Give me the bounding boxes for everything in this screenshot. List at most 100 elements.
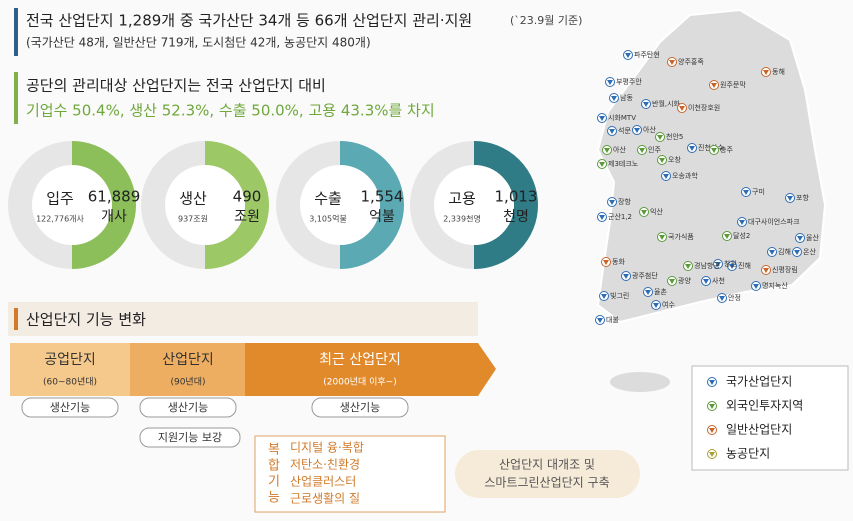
pin-label: 광양 — [678, 277, 691, 285]
pin-label: 명지녹산 — [762, 281, 788, 290]
complex-item: 산업클러스터 — [290, 475, 356, 489]
map-pin — [599, 215, 605, 220]
header-subtitle: (국가산단 48개, 일반산단 719개, 도시첨단 42개, 농공단지 480… — [26, 36, 371, 50]
complex-box — [254, 435, 446, 513]
pin-label: 사천 — [712, 276, 725, 285]
map-pin — [603, 260, 609, 265]
map-pin — [625, 53, 631, 58]
map-pin — [743, 190, 749, 195]
stage-period: (2000년대 이후~) — [323, 377, 396, 388]
map-pin — [653, 303, 659, 308]
map-pin — [794, 250, 800, 255]
support-label: 지원기능 보강 — [158, 431, 222, 444]
donut-label: 생산 — [179, 190, 207, 208]
donut-arc — [71, 141, 136, 269]
stage-name: 산업단지 — [162, 352, 214, 368]
pin-label: 안정 — [728, 293, 741, 302]
section-band — [8, 302, 478, 336]
function-label: 생산기능 — [340, 401, 380, 414]
donut-value: 61,889 — [88, 188, 141, 206]
header-bar — [14, 8, 18, 56]
map-pin — [611, 96, 617, 101]
function-label: 생산기능 — [50, 401, 90, 414]
stage-band — [130, 343, 245, 396]
pin-label: 군산1,2 — [608, 212, 632, 221]
pin-label: 김해 — [778, 247, 791, 256]
complex-label: 복합기능 — [265, 442, 280, 506]
map-pin — [679, 106, 685, 111]
summary-line1: 공단의 관리대상 산업단지는 전국 산업단지 대비 — [26, 77, 326, 95]
donut-arc — [473, 141, 538, 269]
pin-label: 대불 — [606, 315, 619, 324]
map-pin — [703, 279, 709, 284]
map-pin — [763, 268, 769, 273]
pin-label: 석문 — [618, 126, 631, 135]
legend-icon — [709, 428, 715, 433]
pin-label: 장항 — [618, 197, 631, 206]
donut-total: 2,339천명 — [443, 214, 481, 224]
pin-label: 빛그린 — [610, 291, 629, 300]
result-line: 산업단지 대개조 및 — [499, 458, 595, 472]
map-pin — [689, 146, 695, 151]
function-pill — [21, 397, 119, 418]
summary-line2: 기업수 50.4%, 생산 52.3%, 수출 50.0%, 고용 43.3%를… — [26, 102, 435, 120]
pin-label: 오창 — [668, 156, 681, 164]
function-pill — [139, 397, 237, 418]
map-pin — [643, 102, 649, 107]
result-line: 스마트그린산업단지 구축 — [484, 476, 609, 490]
donut-total: 937조원 — [178, 215, 208, 224]
pin-label: 포항 — [796, 193, 809, 202]
pin-label: 아산 — [643, 125, 656, 134]
donut-inner — [434, 165, 514, 245]
pin-label: 신평장림 — [772, 265, 798, 274]
complex-item: 근로생활의 질 — [290, 492, 360, 506]
stage-band — [245, 343, 496, 396]
map-pin — [609, 129, 615, 134]
pin-label: 익산 — [650, 207, 663, 216]
legend-icon — [709, 452, 715, 457]
donut-inner — [32, 165, 112, 245]
pin-label: 부평주안 — [616, 77, 642, 86]
map-pin — [645, 290, 651, 295]
map-pin — [669, 279, 675, 284]
map-pin — [724, 234, 730, 239]
donut-value: 490 — [233, 188, 262, 206]
header-title: 전국 산업단지 1,289개 중 국가산단 34개 등 66개 산업단지 관리·… — [26, 12, 472, 30]
stage-period: (60~80년대) — [43, 377, 97, 388]
pin-label: 달성2 — [733, 231, 750, 240]
pin-label: 이천장호원 — [688, 103, 720, 112]
pin-label: 동화 — [612, 258, 625, 266]
map-pin — [601, 294, 607, 299]
pin-label: 파주탄현 — [634, 50, 660, 59]
map-pin — [641, 210, 647, 215]
pin-label: 천안5 — [666, 132, 683, 141]
complex-item: 디지털 융·복합 — [290, 441, 364, 455]
donut-label: 입주 — [46, 190, 74, 208]
map-pin — [639, 148, 645, 153]
map-pin — [711, 83, 717, 88]
pin-label: 원주문막 — [720, 80, 746, 89]
legend-label: 외국인투자지역 — [726, 399, 803, 413]
function-pill — [311, 397, 409, 418]
legend-label: 국가산업단지 — [726, 375, 792, 389]
pin-label: 반월,시화 — [652, 99, 681, 108]
function-label: 생산기능 — [168, 401, 208, 414]
pin-label: 충주 — [720, 145, 733, 154]
map-pin — [715, 262, 721, 267]
pin-label: 남동 — [620, 93, 633, 102]
map-pin — [711, 148, 717, 153]
donut-value: 1,013 — [495, 188, 538, 206]
stage-name: 최근 산업단지 — [319, 352, 401, 368]
map-pin — [597, 318, 603, 323]
map-pin — [669, 60, 675, 65]
map-pin — [769, 250, 775, 255]
map-pin — [729, 264, 735, 269]
legend-label: 일반산업단지 — [726, 423, 792, 437]
summary-bar — [14, 72, 18, 124]
section-bar — [14, 308, 18, 330]
stage-period: (90년대) — [170, 377, 205, 388]
pin-label: 여수 — [662, 300, 675, 309]
map-pin — [753, 284, 759, 289]
donut-unit: 개사 — [101, 209, 127, 225]
